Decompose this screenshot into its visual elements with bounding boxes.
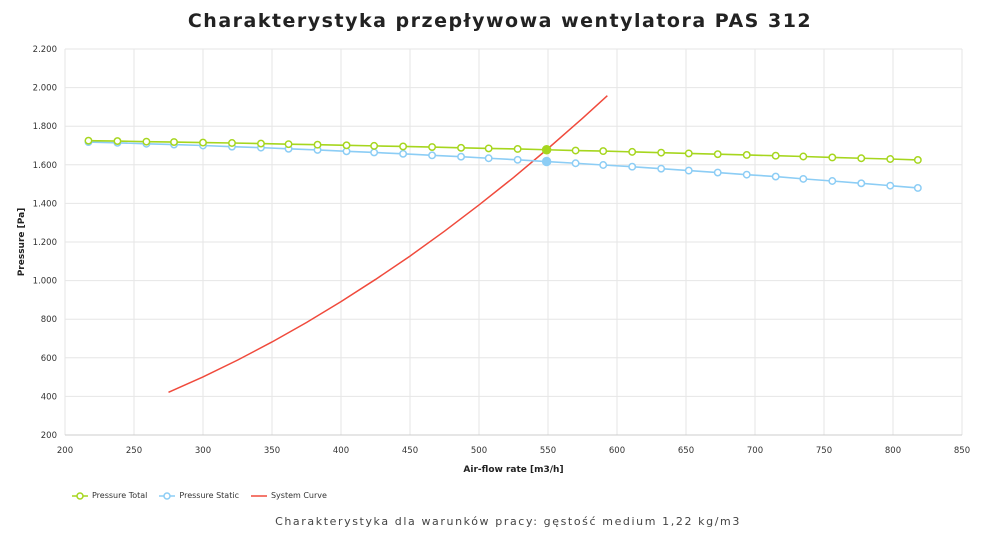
data-point-pressure-total <box>886 155 895 163</box>
series-line-pressure-total <box>88 139 918 161</box>
data-point-pressure-static <box>742 170 751 179</box>
series-line-system-curve <box>168 95 608 394</box>
data-point-pressure-total <box>342 141 351 150</box>
y-tick-label: 1.600 <box>33 161 57 171</box>
highlight-point-pressure-static <box>541 156 552 167</box>
data-point-pressure-total <box>428 143 437 151</box>
data-point-pressure-total <box>828 153 837 162</box>
data-point-pressure-static <box>370 148 379 157</box>
chart-title: Charakterystyka przepływowa wentylatora … <box>187 10 813 32</box>
data-point-pressure-total <box>657 148 666 157</box>
legend: Pressure Total Pressure Static System Curv… <box>72 491 327 500</box>
data-point-pressure-static <box>886 181 895 190</box>
y-axis-label: Pressure [Pa] <box>17 208 27 277</box>
data-point-pressure-static <box>857 179 866 188</box>
data-point-pressure-total <box>370 141 379 150</box>
legend-label: System Curve <box>270 491 327 500</box>
data-point-pressure-total <box>113 137 122 146</box>
data-point-pressure-static <box>771 172 780 181</box>
x-tick-label: 600 <box>609 446 625 456</box>
data-point-pressure-total <box>284 140 293 149</box>
data-point-pressure-static <box>484 154 493 163</box>
data-point-pressure-static <box>599 161 608 169</box>
data-point-pressure-total <box>170 138 178 146</box>
x-tick-label: 400 <box>333 446 349 456</box>
data-point-pressure-static <box>913 184 922 192</box>
line-icon <box>250 494 267 497</box>
x-tick-label: 450 <box>402 446 418 456</box>
data-point-pressure-static <box>799 174 808 183</box>
x-axis-label: Air-flow rate [m3/h] <box>463 465 563 475</box>
x-tick-label: 250 <box>126 446 142 456</box>
legend-label: Pressure Static <box>179 491 239 500</box>
highlight-point-pressure-total <box>541 144 552 155</box>
data-point-pressure-total <box>599 147 608 156</box>
data-point-pressure-static <box>713 168 722 177</box>
x-tick-label: 650 <box>678 446 694 456</box>
data-point-pressure-total <box>399 142 408 151</box>
x-tick-label: 350 <box>264 446 280 456</box>
legend-item-pressure-static[interactable]: Pressure Static <box>159 491 239 500</box>
legend-item-system-curve[interactable]: System Curve <box>250 491 327 500</box>
data-point-pressure-total <box>457 143 466 152</box>
chart-subtitle: Charakterystyka dla warunków pracy: gęst… <box>275 515 741 528</box>
data-point-pressure-total <box>713 150 722 159</box>
x-tick-label: 850 <box>954 446 970 456</box>
data-point-pressure-total <box>313 140 322 149</box>
data-point-pressure-total <box>684 149 693 158</box>
data-point-pressure-total <box>142 137 151 146</box>
x-tick-label: 300 <box>195 446 211 456</box>
data-point-pressure-static <box>428 151 437 160</box>
y-tick-label: 2.200 <box>33 45 57 55</box>
y-tick-label: 800 <box>41 315 57 325</box>
data-point-pressure-static <box>657 164 666 173</box>
y-tick-label: 1.400 <box>33 199 57 209</box>
data-point-pressure-total <box>742 151 751 159</box>
data-point-pressure-total <box>513 145 522 153</box>
x-tick-label: 200 <box>57 446 73 456</box>
data-point-pressure-total <box>628 147 637 156</box>
data-point-pressure-static <box>457 152 466 161</box>
y-tick-label: 1.200 <box>33 238 57 248</box>
x-tick-label: 800 <box>885 446 901 456</box>
data-point-pressure-static <box>628 162 637 171</box>
series-line-pressure-static <box>88 141 918 189</box>
x-tick-label: 700 <box>747 446 763 456</box>
data-point-pressure-total <box>84 136 93 145</box>
line-marker-icon <box>159 491 176 500</box>
y-tick-label: 2.000 <box>33 84 57 94</box>
y-tick-label: 1.800 <box>33 122 57 132</box>
data-point-pressure-total <box>771 151 780 160</box>
data-point-pressure-total <box>257 139 265 148</box>
x-tick-label: 500 <box>471 446 487 456</box>
legend-label: Pressure Total <box>92 491 148 500</box>
x-tick-label: 550 <box>540 446 556 456</box>
y-tick-label: 600 <box>41 354 57 364</box>
data-point-pressure-total <box>571 146 580 155</box>
data-point-pressure-static <box>571 159 580 168</box>
y-tick-label: 1.000 <box>33 277 57 287</box>
data-point-pressure-static <box>513 155 522 164</box>
data-point-pressure-static <box>399 149 408 158</box>
data-point-pressure-total <box>199 138 207 147</box>
line-marker-icon <box>72 491 88 500</box>
y-tick-label: 200 <box>41 431 57 441</box>
x-tick-label: 750 <box>816 446 832 456</box>
data-point-pressure-total <box>484 144 493 153</box>
legend-item-pressure-total[interactable]: Pressure Total <box>72 491 147 500</box>
data-point-pressure-total <box>913 156 922 164</box>
data-point-pressure-static <box>684 166 693 175</box>
data-point-pressure-total <box>799 152 808 161</box>
data-point-pressure-total <box>228 139 236 147</box>
data-point-pressure-total <box>857 154 866 163</box>
y-tick-label: 400 <box>41 392 57 402</box>
data-point-pressure-static <box>828 177 837 185</box>
